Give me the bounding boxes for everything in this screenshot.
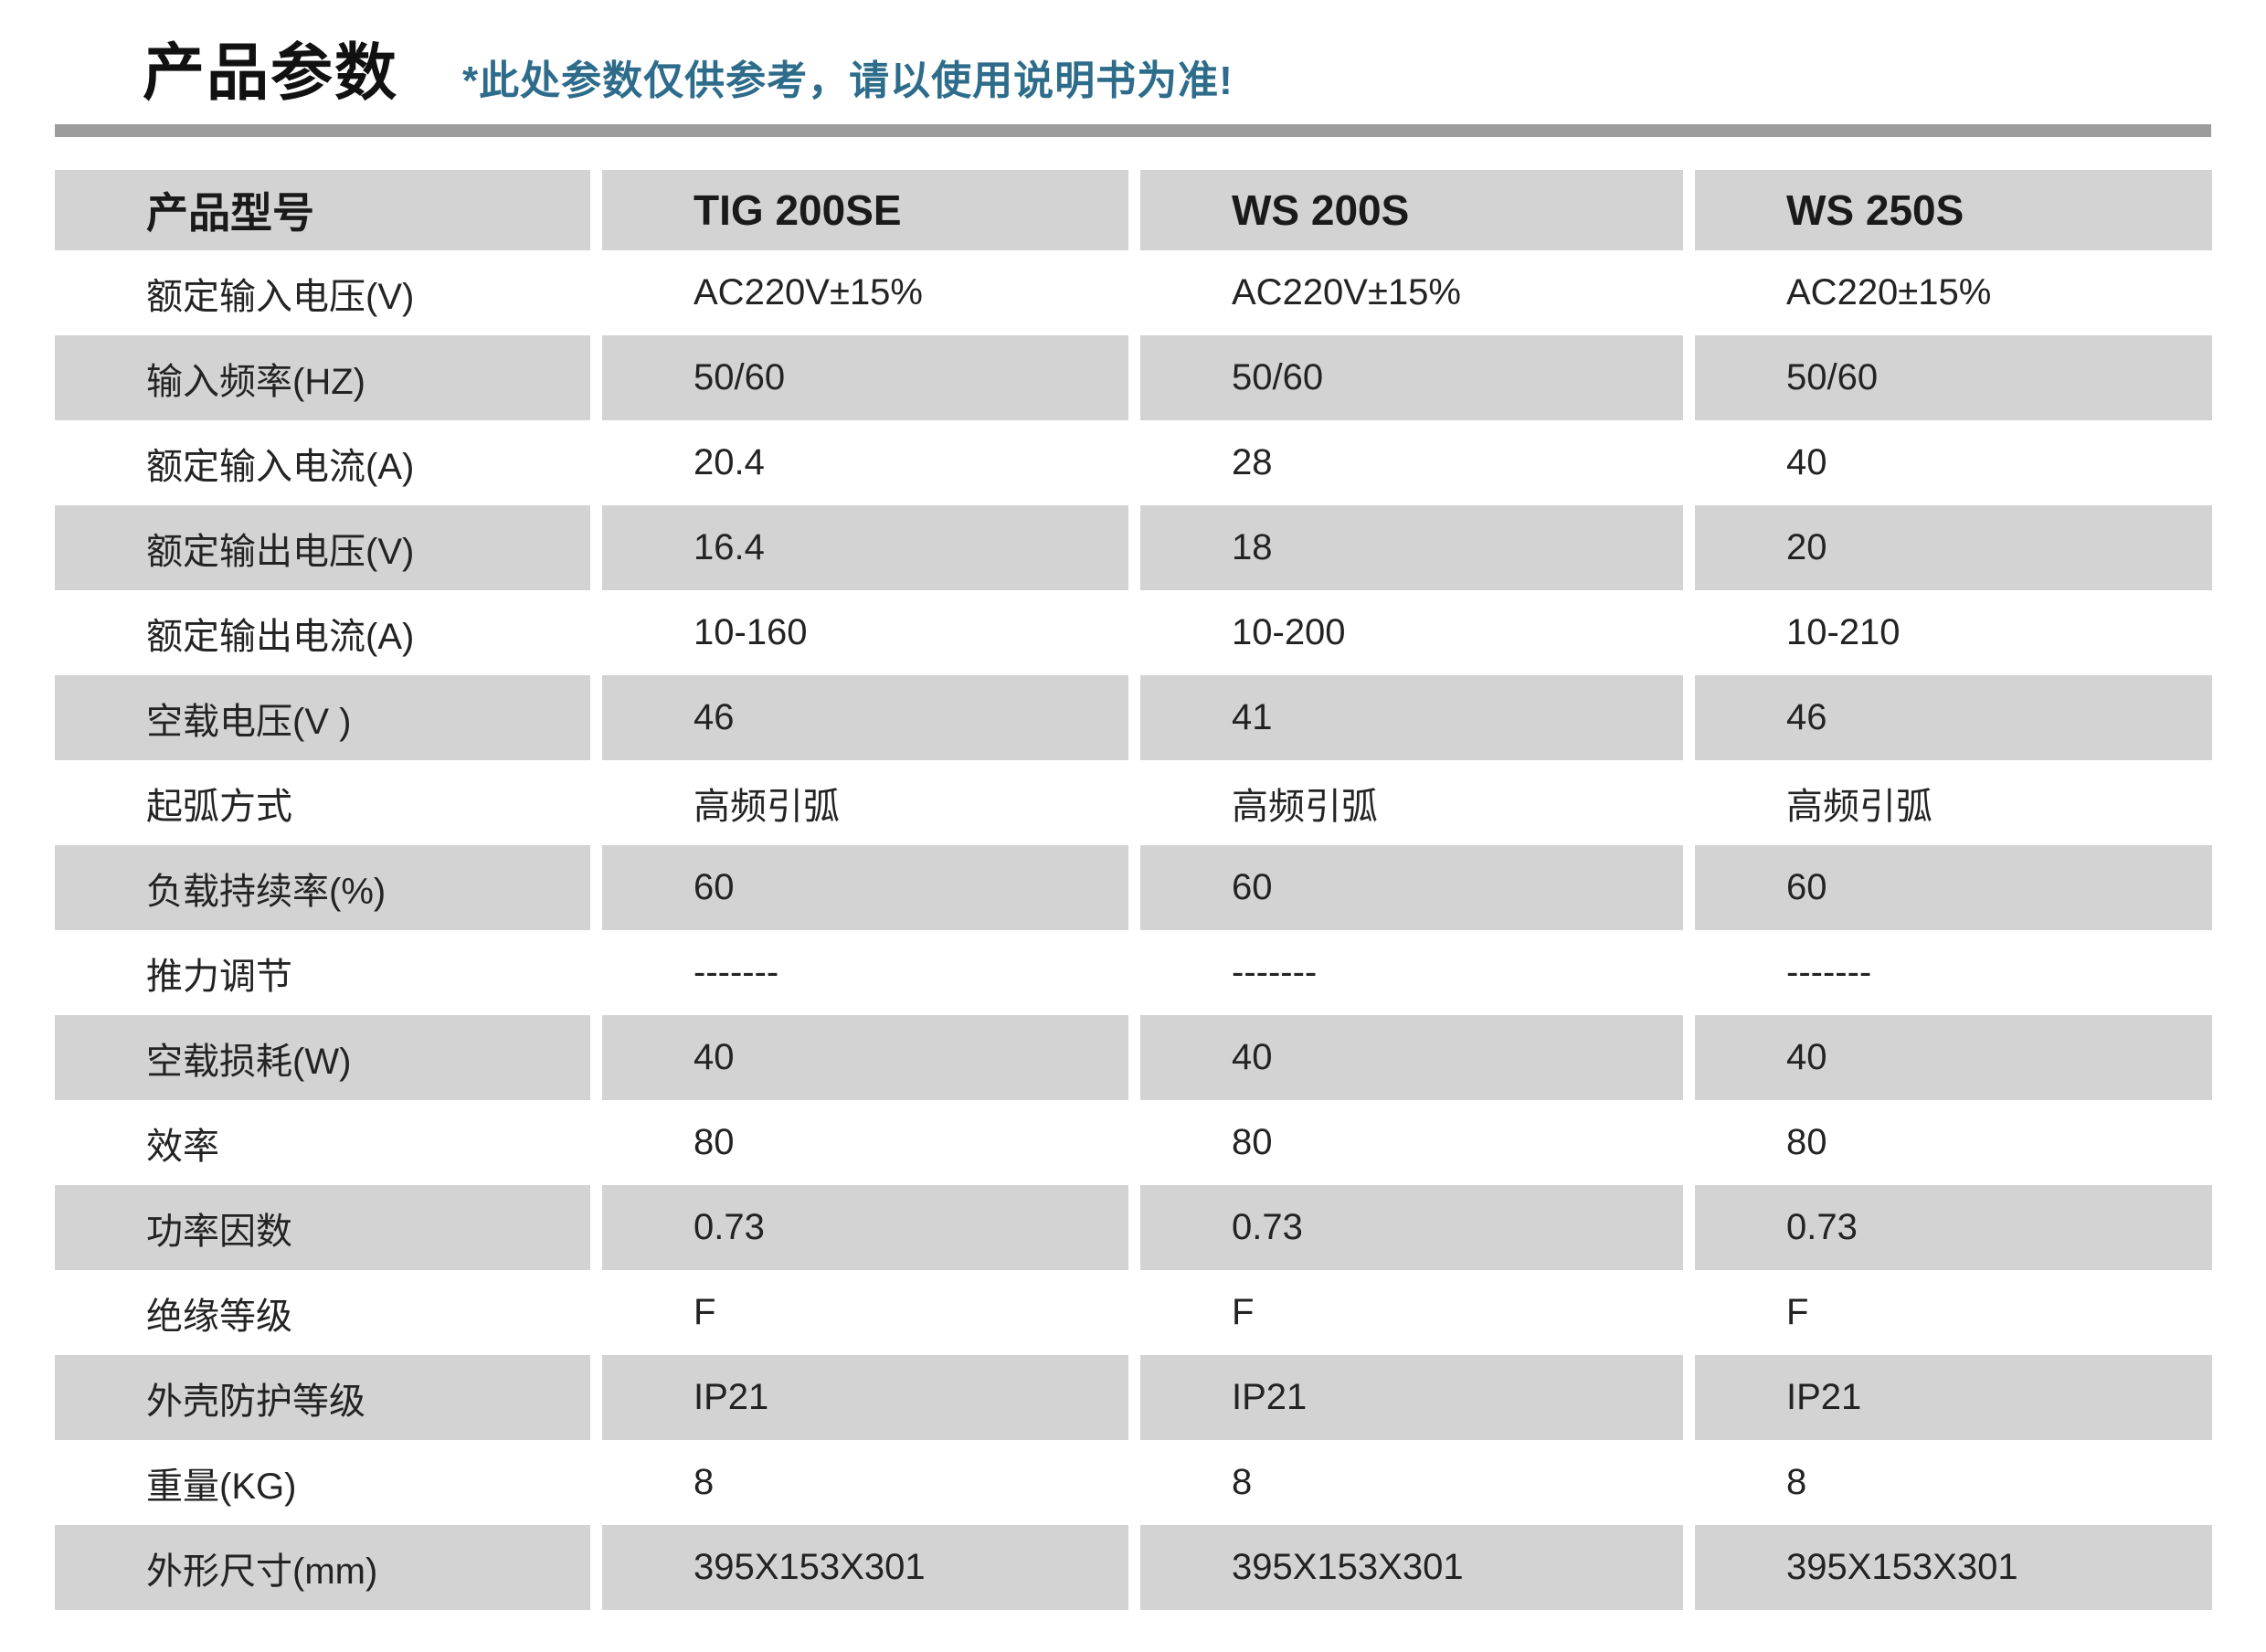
spec-value: 80 bbox=[1695, 1100, 2212, 1185]
spec-value: 20 bbox=[1695, 505, 2212, 590]
spec-value: 50/60 bbox=[1140, 335, 1683, 420]
spec-value: 46 bbox=[1695, 675, 2212, 760]
spec-value: 80 bbox=[1140, 1100, 1683, 1185]
spec-value: 8 bbox=[602, 1440, 1128, 1525]
spec-value: 8 bbox=[1695, 1440, 2212, 1525]
spec-label: 起弧方式 bbox=[55, 760, 590, 845]
spec-value: 395X153X301 bbox=[1695, 1525, 2212, 1610]
spec-value: 18 bbox=[1140, 505, 1683, 590]
spec-value: 高频引弧 bbox=[1140, 760, 1683, 845]
spec-value: 10-210 bbox=[1695, 590, 2212, 675]
spec-value: ------- bbox=[1140, 930, 1683, 1015]
spec-value: 高频引弧 bbox=[1695, 760, 2212, 845]
column-header-ws200s: WS 200S bbox=[1140, 170, 1683, 250]
spec-label: 外壳防护等级 bbox=[55, 1355, 590, 1440]
spec-label: 重量(KG) bbox=[55, 1440, 590, 1525]
spec-value: IP21 bbox=[1695, 1355, 2212, 1440]
spec-value: 60 bbox=[602, 845, 1128, 930]
spec-value: 高频引弧 bbox=[602, 760, 1128, 845]
spec-label: 空载电压(V ) bbox=[55, 675, 590, 760]
spec-value: 28 bbox=[1140, 420, 1683, 505]
spec-label: 输入频率(HZ) bbox=[55, 335, 590, 420]
table-row: 推力调节 ------- ------- ------- bbox=[55, 930, 2212, 1015]
spec-label: 效率 bbox=[55, 1100, 590, 1185]
spec-label: 额定输入电流(A) bbox=[55, 420, 590, 505]
spec-value: 0.73 bbox=[1140, 1185, 1683, 1270]
spec-value: 395X153X301 bbox=[1140, 1525, 1683, 1610]
spec-label: 外形尺寸(mm) bbox=[55, 1525, 590, 1610]
spec-value: AC220V±15% bbox=[1140, 250, 1683, 335]
spec-value: 40 bbox=[602, 1015, 1128, 1100]
table-row: 空载损耗(W) 40 40 40 bbox=[55, 1015, 2212, 1100]
spec-value: 50/60 bbox=[1695, 335, 2212, 420]
spec-value: 16.4 bbox=[602, 505, 1128, 590]
spec-value: 60 bbox=[1695, 845, 2212, 930]
spec-value: 40 bbox=[1695, 1015, 2212, 1100]
spec-label: 额定输入电压(V) bbox=[55, 250, 590, 335]
spec-value: ------- bbox=[1695, 930, 2212, 1015]
spec-value: 40 bbox=[1695, 420, 2212, 505]
spec-value: 395X153X301 bbox=[602, 1525, 1128, 1610]
spec-value: 8 bbox=[1140, 1440, 1683, 1525]
spec-value: ------- bbox=[602, 930, 1128, 1015]
spec-value: 41 bbox=[1140, 675, 1683, 760]
table-row: 输入频率(HZ) 50/60 50/60 50/60 bbox=[55, 335, 2212, 420]
spec-value: IP21 bbox=[1140, 1355, 1683, 1440]
spec-value: 80 bbox=[602, 1100, 1128, 1185]
table-row: 空载电压(V ) 46 41 46 bbox=[55, 675, 2212, 760]
spec-value: 60 bbox=[1140, 845, 1683, 930]
doc-header: 产品参数 *此处参数仅供参考，请以使用说明书为准! bbox=[143, 0, 2211, 104]
spec-value: F bbox=[1140, 1270, 1683, 1355]
spec-value: 0.73 bbox=[602, 1185, 1128, 1270]
table-row: 效率 80 80 80 bbox=[55, 1100, 2212, 1185]
spec-value: 40 bbox=[1140, 1015, 1683, 1100]
page-subtitle: *此处参数仅供参考，请以使用说明书为准! bbox=[462, 58, 1234, 103]
column-header-ws250s: WS 250S bbox=[1695, 170, 2212, 250]
spec-table: 产品型号 TIG 200SE WS 200S WS 250S 额定输入电压(V)… bbox=[55, 170, 2212, 1610]
spec-label: 负载持续率(%) bbox=[55, 845, 590, 930]
spec-value: F bbox=[1695, 1270, 2212, 1355]
product-spec-page: 产品参数 *此处参数仅供参考，请以使用说明书为准! 产品型号 TIG 200SE… bbox=[55, 0, 2212, 1610]
table-row: 负载持续率(%) 60 60 60 bbox=[55, 845, 2212, 930]
spec-label: 推力调节 bbox=[55, 930, 590, 1015]
spec-value: 10-160 bbox=[602, 590, 1128, 675]
spec-value: 10-200 bbox=[1140, 590, 1683, 675]
spec-value: 46 bbox=[602, 675, 1128, 760]
spec-value: 20.4 bbox=[602, 420, 1128, 505]
table-row: 外壳防护等级 IP21 IP21 IP21 bbox=[55, 1355, 2212, 1440]
table-row: 绝缘等级 F F F bbox=[55, 1270, 2212, 1355]
spec-value: F bbox=[602, 1270, 1128, 1355]
spec-label: 绝缘等级 bbox=[55, 1270, 590, 1355]
spec-value: AC220±15% bbox=[1695, 250, 2212, 335]
table-row: 额定输出电压(V) 16.4 18 20 bbox=[55, 505, 2212, 590]
spec-value: 50/60 bbox=[602, 335, 1128, 420]
table-header-row: 产品型号 TIG 200SE WS 200S WS 250S bbox=[55, 170, 2212, 250]
spec-label: 功率因数 bbox=[55, 1185, 590, 1270]
spec-value: 0.73 bbox=[1695, 1185, 2212, 1270]
spec-label: 额定输出电流(A) bbox=[55, 590, 590, 675]
table-row: 外形尺寸(mm) 395X153X301 395X153X301 395X153… bbox=[55, 1525, 2212, 1610]
spec-value: AC220V±15% bbox=[602, 250, 1128, 335]
table-row: 起弧方式 高频引弧 高频引弧 高频引弧 bbox=[55, 760, 2212, 845]
table-row: 额定输出电流(A) 10-160 10-200 10-210 bbox=[55, 590, 2212, 675]
column-header-model: 产品型号 bbox=[55, 170, 590, 250]
table-row: 额定输入电压(V) AC220V±15% AC220V±15% AC220±15… bbox=[55, 250, 2212, 335]
spec-label: 额定输出电压(V) bbox=[55, 505, 590, 590]
divider bbox=[55, 124, 2211, 137]
spec-label: 空载损耗(W) bbox=[55, 1015, 590, 1100]
spec-value: IP21 bbox=[602, 1355, 1128, 1440]
table-row: 额定输入电流(A) 20.4 28 40 bbox=[55, 420, 2212, 505]
table-row: 重量(KG) 8 8 8 bbox=[55, 1440, 2212, 1525]
page-title: 产品参数 bbox=[143, 38, 399, 108]
column-header-tig200se: TIG 200SE bbox=[602, 170, 1128, 250]
table-row: 功率因数 0.73 0.73 0.73 bbox=[55, 1185, 2212, 1270]
